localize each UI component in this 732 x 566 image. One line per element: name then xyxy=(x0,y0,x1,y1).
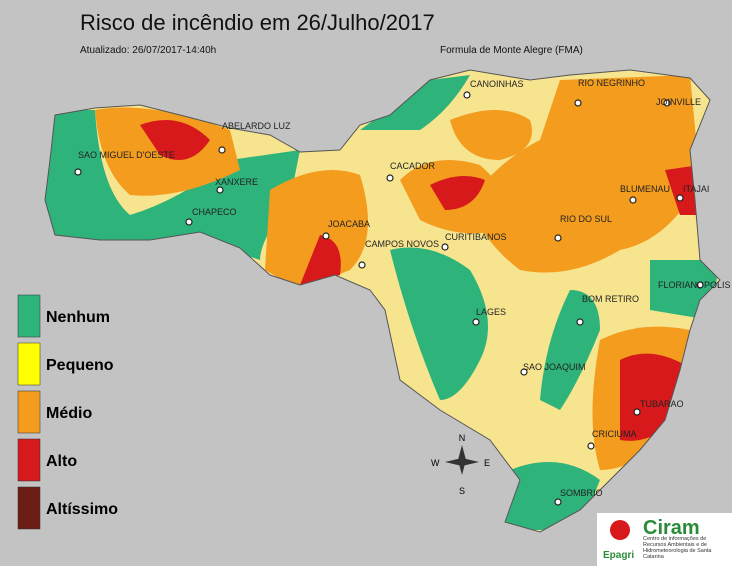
city-label: CURITIBANOS xyxy=(445,232,507,242)
logo-subtitle-box: Centro de informações de Recursos Ambien… xyxy=(643,536,712,560)
city-label: SAO JOAQUIM xyxy=(523,362,586,372)
city-label: BOM RETIRO xyxy=(582,294,639,304)
region-nenhum xyxy=(45,110,300,260)
city-dot xyxy=(676,194,684,202)
city-dot xyxy=(629,196,637,204)
region-nenhum xyxy=(390,247,488,400)
city-dot xyxy=(441,243,449,251)
cities: CANOINHAS RIO NEGRINHO JOINVILLE ABELARDO L… xyxy=(74,78,731,506)
city-dot xyxy=(587,442,595,450)
city-dot xyxy=(554,234,562,242)
legend-label: Alto xyxy=(46,453,77,470)
formula: Formula de Monte Alegre (FMA) xyxy=(440,45,583,56)
city-dot xyxy=(463,91,471,99)
city-dot xyxy=(554,498,562,506)
region-medio xyxy=(265,170,368,290)
region-alto xyxy=(665,165,700,215)
risk-map xyxy=(45,70,720,532)
city-label: FLORIANOPOLIS xyxy=(658,280,731,290)
legend-swatch xyxy=(17,342,41,386)
legend-label: Médio xyxy=(46,405,92,422)
title: Risco de incêndio em 26/Julho/2017 xyxy=(80,10,435,35)
logo-subtitle: Centro de informações de Recursos Ambien… xyxy=(643,536,712,560)
city-label: BLUMENAU xyxy=(620,184,670,194)
updated: Atualizado: 26/07/2017-14:40h xyxy=(80,45,216,56)
city-label: CHAPECO xyxy=(192,207,237,217)
compass: N S E W xyxy=(431,433,490,496)
city-label: CANOINHAS xyxy=(470,79,524,89)
city-label: XANXERE xyxy=(215,177,258,187)
city-dot xyxy=(520,368,528,376)
logo-name: Ciram xyxy=(643,517,700,539)
city-dot xyxy=(74,168,82,176)
region-nenhum xyxy=(540,290,600,410)
city-label: JOACABA xyxy=(328,219,370,229)
legend-swatch xyxy=(17,438,41,482)
compass-e: E xyxy=(484,458,490,468)
region-alto xyxy=(300,235,341,285)
region-alto xyxy=(140,120,210,160)
city-dot xyxy=(576,318,584,326)
city-dot xyxy=(218,146,226,154)
region-alto xyxy=(430,176,485,210)
legend-swatch xyxy=(17,390,41,434)
compass-s: S xyxy=(459,486,465,496)
city-label: CAMPOS NOVOS xyxy=(365,239,439,249)
compass-rose xyxy=(445,458,479,466)
city-label: ITAJAI xyxy=(683,184,709,194)
city-dot xyxy=(663,99,671,107)
city-label: CRICIUMA xyxy=(592,429,637,439)
legend: Nenhum Pequeno Médio Alto Altíssimo xyxy=(17,294,118,530)
legend-label: Nenhum xyxy=(46,309,110,326)
region-medio xyxy=(470,75,700,273)
city-label: SOMBRIO xyxy=(560,488,603,498)
legend-label: Pequeno xyxy=(46,357,114,374)
logo-brand: Epagri xyxy=(603,550,634,561)
legend-swatch xyxy=(17,294,41,338)
region-medio xyxy=(450,110,532,160)
state-outline xyxy=(44,69,721,533)
city-dot xyxy=(633,408,641,416)
city-dot xyxy=(185,218,193,226)
city-dot xyxy=(386,174,394,182)
city-dot xyxy=(696,281,704,289)
city-dot xyxy=(216,186,224,194)
compass-w: W xyxy=(431,458,440,468)
city-label: SAO MIGUEL D'OESTE xyxy=(78,150,175,160)
city-label: TUBARAO xyxy=(640,399,684,409)
compass-n: N xyxy=(459,433,466,443)
logo-icon xyxy=(610,520,630,540)
city-label: RIO DO SUL xyxy=(560,214,612,224)
city-label: RIO NEGRINHO xyxy=(578,78,645,88)
city-dot xyxy=(574,99,582,107)
legend-swatch xyxy=(17,486,41,530)
legend-label: Altíssimo xyxy=(46,501,118,518)
city-label: LAGES xyxy=(476,307,506,317)
city-label: CACADOR xyxy=(390,161,436,171)
city-dot xyxy=(472,318,480,326)
city-dot xyxy=(358,261,366,269)
city-label: JOINVILLE xyxy=(656,97,701,107)
city-label: ABELARDO LUZ xyxy=(222,121,291,131)
logo: Epagri Ciram Centro de informações de Re… xyxy=(597,513,732,566)
city-dot xyxy=(322,232,330,240)
